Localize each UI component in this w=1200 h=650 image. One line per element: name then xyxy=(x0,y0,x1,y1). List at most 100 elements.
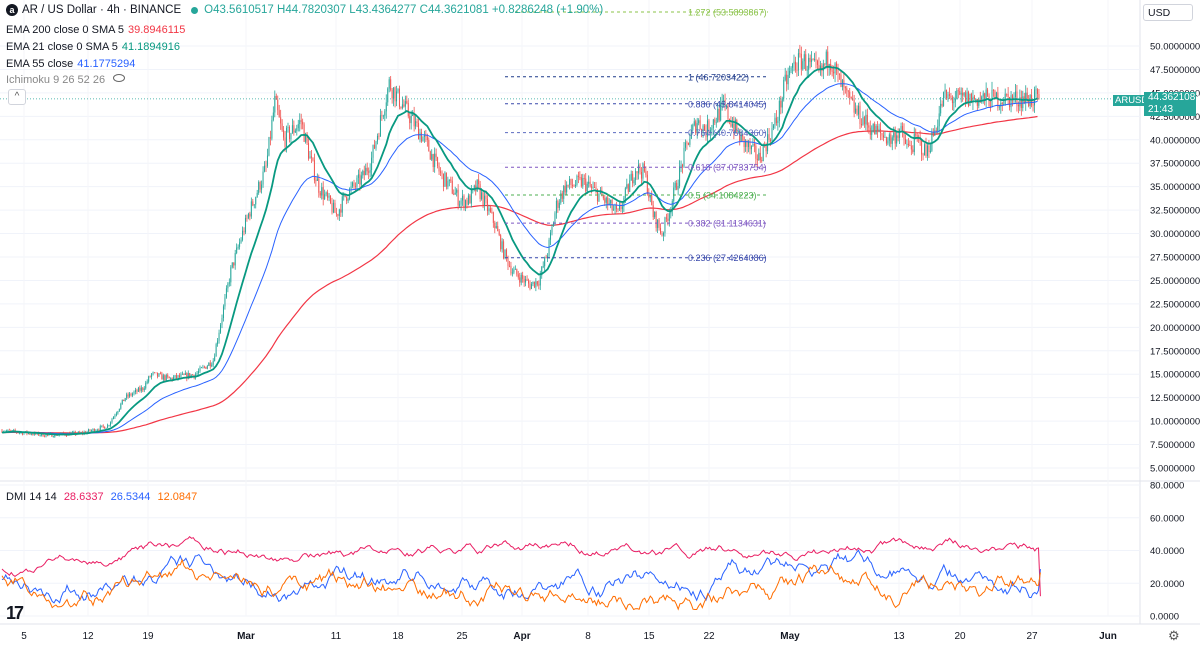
candle-body xyxy=(938,113,940,127)
candle-body xyxy=(629,180,631,192)
candle-body xyxy=(247,213,249,219)
candle-body xyxy=(648,194,650,198)
candle-body xyxy=(618,205,620,210)
candle-body xyxy=(645,171,647,175)
time-tick-label: 11 xyxy=(331,631,342,642)
candle-body xyxy=(357,174,359,178)
candle-body xyxy=(573,185,575,187)
candle-body xyxy=(693,121,695,126)
candle-body xyxy=(698,120,700,124)
candle-body xyxy=(184,373,186,375)
legend-dmi-plus: 28.6337 xyxy=(63,491,104,503)
candle-body xyxy=(318,178,320,193)
candle-body xyxy=(227,283,229,289)
candle-body xyxy=(912,149,914,152)
candle-body xyxy=(469,195,471,204)
candle-body xyxy=(940,103,942,114)
candle-body xyxy=(492,212,494,223)
fib-level-label: 0.764 (40.7604360) xyxy=(688,128,767,138)
candle-body xyxy=(447,180,449,187)
candle-body xyxy=(32,434,34,436)
currency-button[interactable]: USD xyxy=(1143,4,1193,21)
candle-body xyxy=(187,373,189,379)
candle-body xyxy=(429,151,431,160)
legend-dmi[interactable]: DMI 14 14 28.6337 26.5344 12.0847 xyxy=(6,491,201,503)
candle-body xyxy=(1038,94,1040,99)
symbol-title[interactable]: AR / US Dollar · 4h · BINANCE xyxy=(22,4,182,16)
candle-body xyxy=(755,145,757,159)
candle-body xyxy=(498,231,500,236)
candle-body xyxy=(888,134,890,141)
candle-body xyxy=(159,373,161,375)
candle-body xyxy=(123,399,125,402)
candle-body xyxy=(918,136,920,138)
candle-body xyxy=(976,99,978,106)
candle-body xyxy=(378,135,380,137)
candle-body xyxy=(616,205,618,209)
candle-body xyxy=(960,92,962,95)
candle-body xyxy=(379,115,381,137)
candle-body xyxy=(206,365,208,369)
hidden-eye-icon[interactable] xyxy=(113,74,126,82)
candle-body xyxy=(448,179,450,181)
candle-body xyxy=(463,195,465,208)
legend-ema55[interactable]: EMA 55 close 41.1775294 xyxy=(6,58,139,70)
candle-body xyxy=(970,93,972,102)
tradingview-logo-icon[interactable]: 17 xyxy=(6,603,24,623)
candle-body xyxy=(305,133,307,142)
candle-body xyxy=(374,144,376,149)
candle-body xyxy=(503,241,505,259)
candle-body xyxy=(893,132,895,138)
time-tick-label: 13 xyxy=(893,631,905,642)
candle-body xyxy=(445,172,447,187)
candle-body xyxy=(750,145,752,150)
candle-body xyxy=(381,115,383,117)
candle-body xyxy=(555,200,557,214)
candle-body xyxy=(286,127,288,147)
legend-ema200[interactable]: EMA 200 close 0 SMA 5 39.8946115 xyxy=(6,24,189,36)
candle-body xyxy=(368,171,370,173)
candle-body xyxy=(274,96,276,113)
ohlc-close: C44.3621081 xyxy=(419,4,489,16)
candle-body xyxy=(815,59,817,61)
candle-body xyxy=(400,106,402,109)
candle-body xyxy=(293,125,295,133)
candle-body xyxy=(761,160,763,162)
candle-body xyxy=(552,223,554,227)
candle-body xyxy=(192,374,194,376)
legend-ema55-value: 41.1775294 xyxy=(77,58,136,70)
candle-body xyxy=(833,71,835,74)
candle-body xyxy=(969,93,971,106)
legend-ema21[interactable]: EMA 21 close 0 SMA 5 41.1894916 xyxy=(6,41,184,53)
candle-body xyxy=(346,196,348,201)
price-tick-label: 42.5000000 xyxy=(1150,112,1200,123)
candle-body xyxy=(328,195,330,198)
candle-body xyxy=(121,399,123,404)
candle-body xyxy=(859,105,861,124)
candle-body xyxy=(897,135,899,138)
candle-body xyxy=(22,432,24,435)
candle-body xyxy=(261,184,263,190)
candle-body xyxy=(1026,92,1028,101)
candle-body xyxy=(529,283,531,289)
candle-body xyxy=(300,120,302,122)
candle-body xyxy=(684,142,686,148)
axes: 50.000000047.500000045.000000042.5000000… xyxy=(21,42,1200,643)
candle-body xyxy=(664,217,666,234)
candle-body xyxy=(5,430,7,432)
price-tick-label: 27.5000000 xyxy=(1150,253,1200,264)
price-tick-label: 5.0000000 xyxy=(1150,464,1195,475)
candle-body xyxy=(926,145,928,156)
candle-body xyxy=(569,178,571,185)
settings-gear-icon[interactable]: ⚙ xyxy=(1168,628,1180,643)
legend-ichimoku[interactable]: Ichimoku 9 26 52 26 xyxy=(6,74,129,86)
candle-body xyxy=(165,375,167,381)
candle-body xyxy=(71,432,73,434)
candle-body xyxy=(19,432,21,434)
candle-body xyxy=(811,59,813,62)
collapse-legend-button[interactable]: ^ xyxy=(8,89,26,105)
candle-body xyxy=(774,117,776,126)
candle-body xyxy=(610,200,612,204)
dmi-tick-label: 80.0000 xyxy=(1150,481,1184,492)
